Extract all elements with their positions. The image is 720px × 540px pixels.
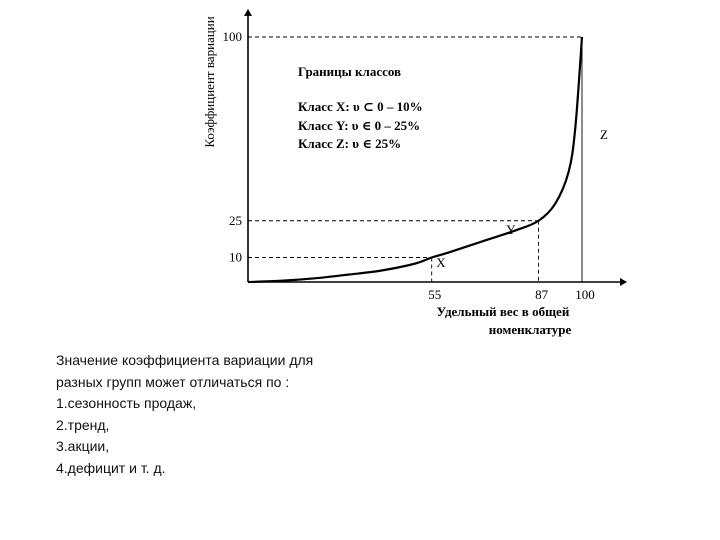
legend-item-z: Класс Z: υ ∈ 25% [298, 136, 401, 151]
y-tick-labels: 10 25 100 [223, 29, 243, 265]
y-tick-label: 25 [229, 213, 242, 228]
caption-text: Значение коэффициента вариации для разны… [56, 350, 476, 479]
region-label-x: X [436, 255, 446, 270]
region-label-y: Y [506, 222, 516, 237]
series-curve [247, 36, 584, 284]
y-tick-label: 100 [223, 29, 243, 44]
legend: Границы классов Класс X: υ ⊂ 0 – 10% Кла… [298, 64, 423, 151]
caption-line: разных групп может отличаться по : [56, 373, 290, 390]
x-tick-label: 55 [428, 287, 441, 302]
legend-item-x: Класс X: υ ⊂ 0 – 10% [298, 99, 423, 114]
y-tick-label: 10 [229, 250, 242, 265]
caption-line: 1.сезонность продаж, [56, 395, 197, 411]
caption-line: 4.дефицит и т. д. [56, 459, 166, 476]
region-label-z: Z [600, 127, 608, 142]
x-tick-label: 87 [535, 287, 549, 302]
x-axis-label: Удельный вес в общей номенклатуре [437, 304, 572, 337]
legend-title: Границы классов [298, 64, 401, 79]
x-tick-labels: 55 87 100 [428, 287, 595, 302]
caption-line: 3.акции, [56, 438, 110, 454]
x-axis-label-line-2: номенклатуре [489, 322, 572, 337]
boundary-guides [248, 36, 583, 282]
caption-line: 2.тренд, [56, 416, 110, 433]
x-axis-label-line-1: Удельный вес в общей [437, 304, 570, 319]
caption-line: Значение коэффициента вариации для [56, 352, 314, 368]
y-axis-label: Коэффициент вариации [202, 16, 217, 147]
legend-item-y: Класс Y: υ ∈ 0 – 25% [298, 118, 420, 133]
x-tick-label: 100 [575, 287, 595, 302]
